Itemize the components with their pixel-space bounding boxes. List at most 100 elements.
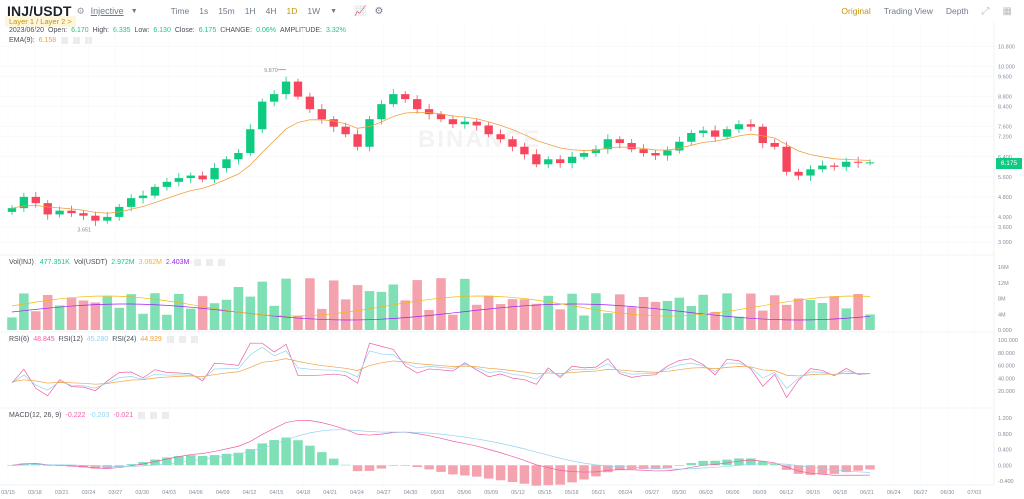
interval-4h[interactable]: 4H — [265, 6, 277, 16]
rsi-axis-label: 100.000 — [998, 338, 1018, 344]
candle-body — [424, 109, 434, 115]
main-legend: 2023/06/20 Open: 6.170 High: 6.335 Low: 6.1… — [9, 27, 346, 34]
volume-bar — [841, 308, 851, 330]
volume-axis-label: 0.000 — [998, 328, 1012, 334]
macd-histogram-bar — [519, 465, 530, 484]
price-axis-label: 4.000 — [998, 215, 1012, 221]
ema-hide-icon[interactable] — [73, 37, 81, 44]
macd-histogram-bar — [734, 458, 744, 466]
macd-close-icon[interactable] — [162, 412, 170, 419]
project-link[interactable]: Injective — [90, 6, 124, 16]
candle-body — [579, 153, 589, 157]
vol-settings-icon[interactable] — [194, 259, 202, 266]
macd-histogram-bar — [543, 465, 554, 486]
rsi-settings-icon[interactable] — [166, 336, 174, 343]
macd-histogram-bar — [805, 465, 816, 475]
layer-breadcrumb[interactable]: Layer 1 / Layer 2 > — [5, 16, 76, 27]
candle-body — [603, 139, 613, 150]
macd-axis-label: 1.200 — [998, 416, 1012, 422]
high-marker: 9.870 — [264, 68, 278, 74]
date-axis-label: 04/21 — [323, 490, 337, 496]
candle-body — [687, 132, 696, 142]
vol-inj-label: Vol(INJ): — [9, 259, 36, 266]
date-axis-label: 03/21 — [55, 490, 69, 496]
macd-histogram-bar — [460, 465, 470, 476]
macd-histogram-bar — [364, 465, 375, 471]
candle-body — [126, 198, 136, 207]
ema-settings-icon[interactable] — [61, 37, 69, 44]
volume-axis-label: 4M — [998, 312, 1006, 318]
volume-bar — [746, 293, 756, 330]
settings-icon[interactable]: ⚙ — [374, 5, 384, 17]
macd-histogram-bar — [90, 465, 101, 469]
macd-histogram-bar — [483, 465, 494, 479]
volume-axis-label: 12M — [998, 281, 1009, 287]
price-axis-label: 9.600 — [998, 75, 1012, 81]
high-label: High: — [92, 27, 109, 34]
volume-bar — [352, 285, 363, 330]
volume-bar — [519, 299, 530, 330]
price-axis-label: 5.600 — [998, 175, 1012, 181]
volume-bar — [209, 303, 220, 330]
macd-histogram-bar — [150, 459, 160, 466]
macd-settings-icon[interactable] — [138, 412, 146, 419]
date-axis-label: 06/03 — [699, 490, 713, 496]
view-trading-view[interactable]: Trading View — [883, 6, 933, 16]
macd-histogram-bar — [603, 465, 613, 473]
rsi6-label: RSI(6) — [9, 336, 30, 343]
candle-body — [544, 159, 553, 165]
vol-hide-icon[interactable] — [206, 259, 214, 266]
macd-histogram-bar — [340, 464, 351, 466]
pair-title[interactable]: INJ/USDT — [7, 3, 72, 19]
ema-line — [11, 111, 871, 214]
close-value: 6.175 — [198, 27, 217, 34]
chevron-down-icon[interactable]: ▼ — [130, 7, 138, 15]
view-original[interactable]: Original — [841, 6, 871, 16]
volume-bar — [853, 293, 863, 330]
volume-bar — [174, 293, 184, 330]
macd-histogram-bar — [793, 465, 804, 474]
macd-histogram-bar — [853, 465, 863, 471]
vol-ma-purple: 2.403M — [166, 259, 190, 266]
macd-histogram-bar — [424, 465, 434, 470]
macd-hide-icon[interactable] — [150, 412, 158, 419]
fullscreen-icon[interactable]: ⤢ — [981, 5, 990, 17]
rsi-hide-icon[interactable] — [178, 336, 186, 343]
rsi24-line — [11, 358, 871, 385]
candle-body — [496, 134, 505, 140]
more-intervals-icon[interactable]: ▼ — [330, 7, 338, 15]
macd-dif: -0.222 — [65, 412, 86, 419]
vol-close-icon[interactable] — [218, 259, 226, 266]
interval-1w[interactable]: 1W — [307, 6, 321, 16]
volume-bar — [66, 298, 77, 330]
interval-15m[interactable]: 15m — [218, 6, 235, 16]
volume-legend: Vol(INJ): 477.351K Vol(USDT) 2.972M 3.062M… — [9, 259, 226, 266]
date-axis-label: 06/12 — [780, 490, 794, 496]
macd-histogram-bar — [638, 465, 649, 470]
macd-histogram-bar — [328, 458, 339, 466]
volume-bar — [78, 300, 89, 330]
price-axis-label: 10.800 — [998, 45, 1015, 51]
macd-histogram-bar — [698, 460, 708, 466]
volume-bar — [233, 286, 244, 330]
volume-bar — [293, 315, 303, 330]
rsi-close-icon[interactable] — [190, 336, 198, 343]
macd-histogram-bar — [293, 440, 303, 466]
interval-1h[interactable]: 1H — [244, 6, 256, 16]
candle-body — [699, 130, 708, 133]
info-icon[interactable]: ⚙ — [76, 5, 85, 16]
date-axis-label: 06/30 — [941, 490, 955, 496]
interval-1d[interactable]: 1D — [286, 6, 298, 16]
interval-time[interactable]: Time — [170, 6, 190, 16]
grid-layout-icon[interactable]: ▦ — [1002, 5, 1012, 17]
indicator-icon[interactable]: 📈 — [354, 5, 367, 17]
candle-body — [55, 210, 64, 215]
macd-histogram-bar — [686, 463, 697, 466]
interval-1s[interactable]: 1s — [199, 6, 209, 16]
candle-body — [162, 181, 172, 187]
view-depth[interactable]: Depth — [945, 6, 969, 16]
macd-histogram-bar — [555, 465, 565, 485]
volume-bar — [817, 302, 828, 330]
open-value: 6.170 — [71, 27, 89, 34]
